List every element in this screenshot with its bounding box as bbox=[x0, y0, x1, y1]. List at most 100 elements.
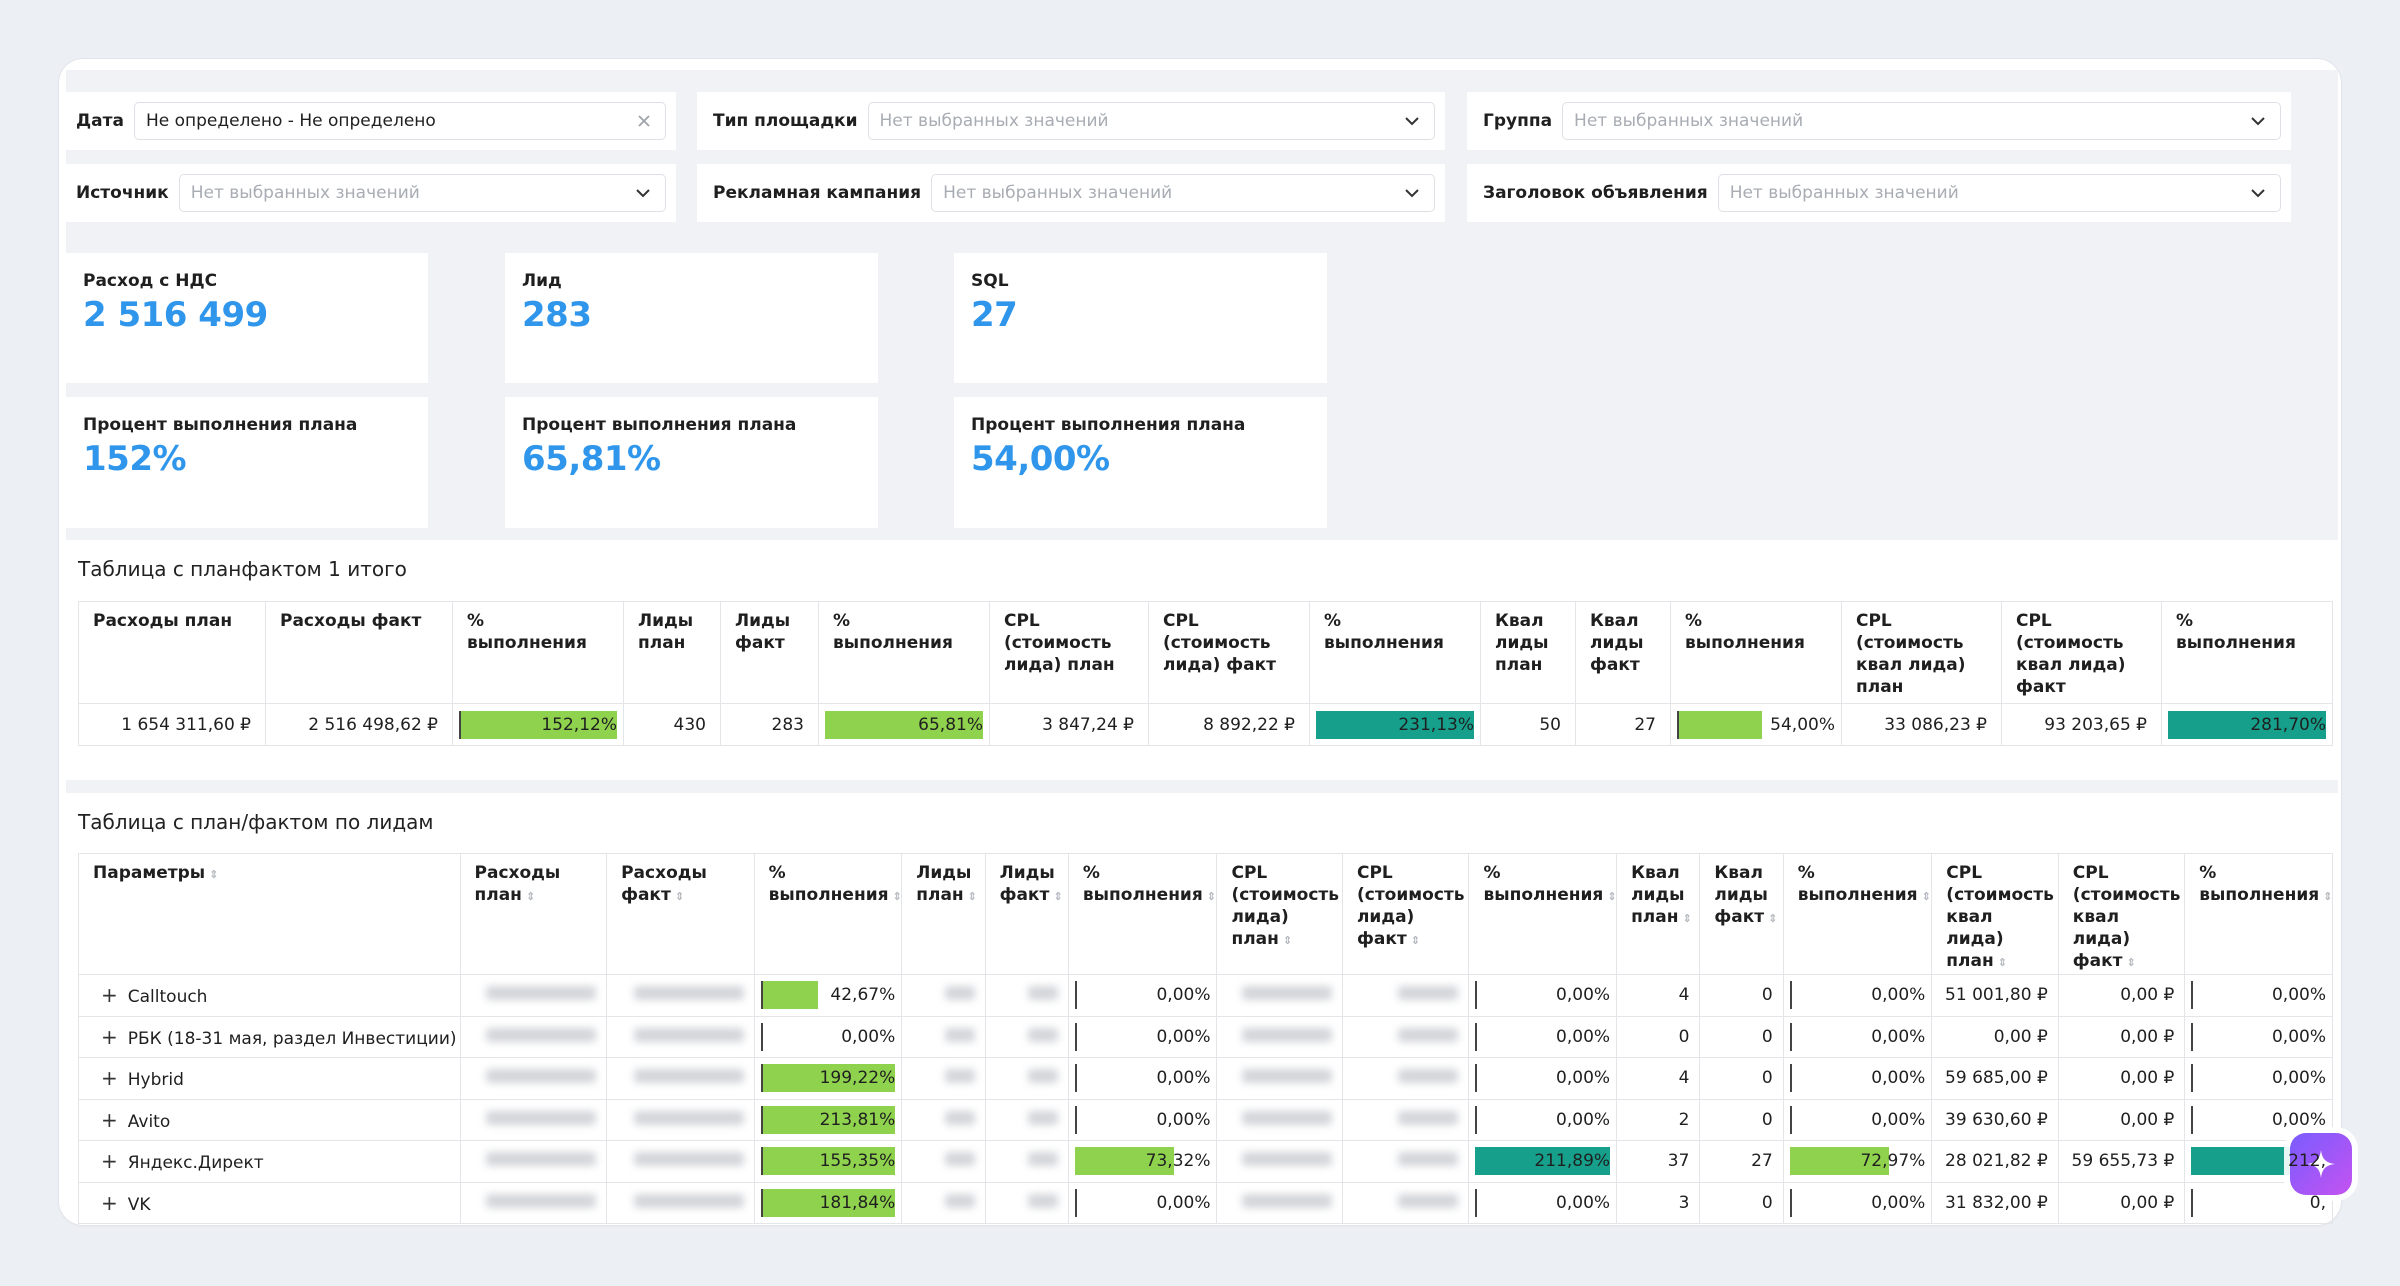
header-label: Квал лиды факт bbox=[1714, 863, 1768, 927]
percent-cell: 0,00% bbox=[1468, 1181, 1618, 1224]
cell-qcpl-plan: 39 630,60 ₽ bbox=[1931, 1098, 2059, 1141]
date-range-input[interactable]: Не определено - Не определено bbox=[133, 102, 666, 140]
date-range-value: Не определено - Не определено bbox=[145, 111, 436, 131]
kpi-leads-plan-label: Процент выполнения плана bbox=[522, 415, 797, 435]
cell-leads-plan bbox=[901, 1015, 986, 1058]
sort-icon[interactable]: ⇕ bbox=[892, 890, 902, 903]
column-header[interactable]: Лиды факт ⇕ bbox=[984, 853, 1069, 975]
table-row: + Яндекс.Директ 155,35% 73,32% 211,89% 37 27 72… bbox=[78, 1140, 2333, 1183]
kpi-spend-plan: Процент выполнения плана 152% bbox=[66, 397, 428, 528]
site-type-select[interactable]: Нет выбранных значений bbox=[867, 102, 1435, 140]
bar-value: 0,00% bbox=[1156, 1109, 1211, 1130]
progress-bar bbox=[760, 981, 819, 1010]
kpi-sql-plan-label: Процент выполнения плана bbox=[971, 415, 1246, 435]
kpi-leads-value: 283 bbox=[522, 295, 592, 335]
sort-icon[interactable]: ⇕ bbox=[1206, 890, 1216, 903]
table2-body: + Calltouch 42,67% 0,00% 0,00% 4 0 0,00% 51 001,… bbox=[78, 974, 2333, 1224]
plus-icon[interactable]: + bbox=[101, 1149, 118, 1174]
cell-qual-plan: 4 bbox=[1616, 1057, 1701, 1100]
plus-icon[interactable]: + bbox=[101, 1066, 118, 1091]
sort-icon[interactable]: ⇕ bbox=[1607, 890, 1617, 903]
redacted-value bbox=[1398, 1069, 1459, 1084]
plus-icon[interactable]: + bbox=[101, 1107, 118, 1132]
sort-icon[interactable]: ⇕ bbox=[1282, 934, 1293, 947]
group-select[interactable]: Нет выбранных значений bbox=[1562, 102, 2281, 140]
source-select[interactable]: Нет выбранных значений bbox=[178, 174, 666, 212]
sort-icon[interactable]: ⇕ bbox=[1921, 890, 1931, 903]
column-header[interactable]: % выполнения ⇕ bbox=[1782, 853, 1933, 975]
cell-qcpl-plan: 28 021,82 ₽ bbox=[1931, 1140, 2059, 1183]
plus-icon[interactable]: + bbox=[101, 1190, 118, 1215]
table1-header: Расходы факт bbox=[265, 601, 453, 704]
sort-icon[interactable]: ⇕ bbox=[1768, 912, 1778, 925]
filter-campaign: Рекламная кампания Нет выбранных значени… bbox=[697, 164, 1445, 222]
percent-cell: 0,00% bbox=[1468, 974, 1618, 1017]
sort-icon[interactable]: ⇕ bbox=[1682, 912, 1692, 925]
column-header[interactable]: CPL (стоимость квал лида) факт ⇕ bbox=[2057, 853, 2186, 975]
column-header[interactable]: % выполнения ⇕ bbox=[2184, 853, 2333, 975]
bar-value: 231,13% bbox=[1398, 714, 1474, 735]
row-name-cell: + Hybrid bbox=[78, 1057, 461, 1100]
column-header[interactable]: Расходы факт ⇕ bbox=[606, 853, 755, 975]
sort-icon[interactable]: ⇕ bbox=[209, 868, 219, 881]
cell-leads-fact bbox=[984, 1140, 1069, 1183]
sort-icon[interactable]: ⇕ bbox=[1410, 934, 1420, 947]
redacted-value bbox=[1027, 1027, 1058, 1042]
filter-group: Группа Нет выбранных значений bbox=[1467, 92, 2291, 150]
redacted-value bbox=[633, 986, 744, 1001]
sort-icon[interactable]: ⇕ bbox=[2323, 890, 2333, 903]
column-header[interactable]: Расходы план ⇕ bbox=[459, 853, 608, 975]
close-icon[interactable] bbox=[637, 114, 651, 128]
sort-icon[interactable]: ⇕ bbox=[1053, 890, 1063, 903]
percent-cell: 42,67% bbox=[753, 974, 903, 1017]
column-header[interactable]: % выполнения ⇕ bbox=[753, 853, 903, 975]
assistant-button[interactable] bbox=[2290, 1133, 2352, 1195]
bar-axis bbox=[760, 1064, 763, 1093]
redacted-value bbox=[1027, 1193, 1058, 1208]
campaign-select[interactable]: Нет выбранных значений bbox=[931, 174, 1435, 212]
bar-axis bbox=[1475, 1022, 1478, 1051]
bar-axis bbox=[2191, 1022, 2194, 1051]
column-header-params[interactable]: Параметры ⇕ bbox=[78, 853, 461, 975]
cell-cpl-fact bbox=[1341, 1015, 1470, 1058]
cell-spend-fact bbox=[606, 974, 755, 1017]
redacted-value bbox=[633, 1069, 744, 1084]
redacted-value bbox=[944, 1152, 975, 1167]
cell-leads-fact bbox=[984, 1015, 1069, 1058]
column-header[interactable]: Лиды план ⇕ bbox=[901, 853, 986, 975]
bar-value: 0, bbox=[2309, 1192, 2326, 1213]
sort-icon[interactable]: ⇕ bbox=[674, 890, 685, 903]
bar-axis bbox=[1475, 981, 1478, 1010]
cell-cpl-pct: 231,13% bbox=[1309, 703, 1481, 746]
redacted-value bbox=[1241, 1110, 1332, 1125]
progress-bar bbox=[1789, 1147, 1889, 1176]
column-header[interactable]: CPL (стоимость лида) план ⇕ bbox=[1216, 853, 1343, 975]
sort-icon[interactable]: ⇕ bbox=[2126, 956, 2136, 969]
bar-value: 65,81% bbox=[918, 714, 983, 735]
column-header[interactable]: Квал лиды план ⇕ bbox=[1616, 853, 1701, 975]
column-header[interactable]: % выполнения ⇕ bbox=[1067, 853, 1218, 975]
progress-bar bbox=[825, 710, 983, 739]
redacted-value bbox=[1027, 1110, 1058, 1125]
plus-icon[interactable]: + bbox=[101, 983, 118, 1008]
filter-group-label: Группа bbox=[1483, 111, 1553, 131]
filter-campaign-label: Рекламная кампания bbox=[713, 183, 922, 203]
cell-cpl-plan: 3 847,24 ₽ bbox=[989, 703, 1149, 746]
column-header[interactable]: % выполнения ⇕ bbox=[1468, 853, 1618, 975]
cell-qual-plan: 0 bbox=[1616, 1015, 1701, 1058]
column-header[interactable]: Квал лиды факт ⇕ bbox=[1699, 853, 1784, 975]
column-header[interactable]: CPL (стоимость квал лида) план ⇕ bbox=[1931, 853, 2059, 975]
sort-icon[interactable]: ⇕ bbox=[525, 890, 536, 903]
redacted-value bbox=[633, 1027, 744, 1042]
row-name-cell: + Avito bbox=[78, 1098, 461, 1141]
kpi-sql-value: 27 bbox=[971, 295, 1018, 335]
header-label: % выполнения bbox=[1483, 863, 1604, 905]
ad-title-select[interactable]: Нет выбранных значений bbox=[1717, 174, 2281, 212]
column-header[interactable]: CPL (стоимость лида) факт ⇕ bbox=[1341, 853, 1470, 975]
sort-icon[interactable]: ⇕ bbox=[1997, 956, 2007, 969]
plus-icon[interactable]: + bbox=[101, 1024, 118, 1049]
table1-header-row: Расходы план Расходы факт % выполнения Л… bbox=[78, 601, 2333, 704]
sort-icon[interactable]: ⇕ bbox=[967, 890, 977, 903]
cell-qcpl-plan: 59 685,00 ₽ bbox=[1931, 1057, 2059, 1100]
table1-header: Квал лиды факт bbox=[1575, 601, 1671, 704]
